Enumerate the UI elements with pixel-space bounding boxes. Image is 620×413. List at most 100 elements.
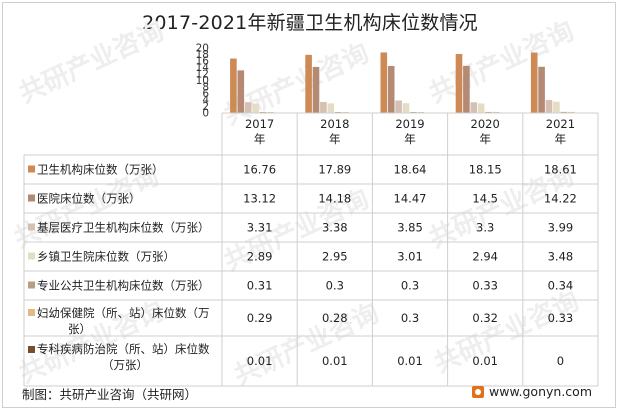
data-label: 2.94 (472, 250, 498, 264)
data-label: 0.33 (472, 279, 498, 293)
data-label: 3.99 (548, 221, 574, 235)
legend-label: 专科疾病防治院（所、站）床位数（万张） (37, 342, 210, 372)
chart-title: 2017-2021年新疆卫生机构床位数情况 (142, 12, 478, 34)
bar (485, 111, 492, 113)
legend-swatch (28, 194, 35, 202)
legend-label: 医院床位数（万张） (37, 192, 141, 206)
data-label: 0.33 (548, 311, 574, 325)
bar (538, 66, 545, 113)
bar (560, 111, 568, 113)
category-label: 2018 年 (320, 117, 349, 146)
data-label: 0.32 (472, 311, 498, 325)
data-label: 0.01 (472, 354, 498, 368)
bar (553, 101, 560, 113)
legend-swatch (28, 309, 35, 316)
bar (380, 52, 388, 113)
figure-border (2, 2, 616, 408)
bar (312, 66, 320, 113)
site-link[interactable]: www.gonyn.com (472, 384, 592, 399)
data-label: 2.89 (247, 250, 273, 264)
bar (387, 65, 395, 113)
y-tick-label: 4 (202, 95, 209, 107)
legend-label: 专业公共卫生机构床位数（万张） (37, 279, 210, 293)
y-tick-label: 10 (196, 75, 209, 87)
bar (463, 65, 470, 113)
data-label: 0.29 (247, 311, 273, 325)
data-label: 18.64 (394, 163, 427, 177)
y-tick-label: 20 (196, 43, 209, 55)
category-label: 2021 年 (546, 117, 575, 146)
bar (567, 111, 575, 113)
footer: 制图：共研产业咨询（共研网） www.gonyn.com (0, 372, 620, 402)
data-label: 16.76 (243, 163, 276, 177)
bar (530, 52, 538, 113)
bar (305, 54, 312, 113)
bar (259, 111, 267, 113)
y-tick-label: 6 (202, 88, 209, 100)
bar (492, 111, 500, 113)
y-tick-label: 2 (202, 101, 209, 113)
legend-swatch (28, 252, 35, 260)
data-label: 0.3 (326, 279, 344, 293)
bar (230, 58, 237, 113)
category-label: 2017 年 (245, 117, 274, 146)
data-label: 14.5 (472, 192, 498, 206)
y-tick-label: 14 (196, 62, 210, 74)
bar (237, 70, 245, 113)
data-label: 14.18 (318, 192, 351, 206)
bar (252, 103, 259, 113)
bar (470, 102, 478, 113)
y-tick-label: 18 (196, 49, 209, 61)
bar (244, 102, 252, 113)
data-label: 0.3 (401, 279, 419, 293)
watermark-text: 共研产业咨询 (14, 15, 168, 109)
data-label: 0.01 (247, 354, 273, 368)
data-label: 3.85 (397, 221, 423, 235)
data-label: 3.48 (548, 250, 574, 264)
data-label: 13.12 (243, 192, 276, 206)
data-label: 0.01 (322, 354, 348, 368)
site-logo-icon (472, 385, 484, 398)
legend-label: 乡镇卫生院床位数（万张） (37, 250, 175, 264)
legend-label: 基层医疗卫生机构床位数（万张） (37, 221, 210, 235)
data-label: 3.3 (476, 221, 494, 235)
watermark-text: 共研产业咨询 (424, 15, 578, 109)
bar (327, 103, 335, 113)
legend-swatch (28, 165, 35, 173)
bar (477, 103, 485, 113)
bar (545, 100, 553, 113)
data-label: 14.22 (544, 192, 577, 206)
data-label: 0 (557, 354, 564, 368)
legend-swatch (28, 223, 35, 231)
site-url: www.gonyn.com (489, 384, 592, 399)
data-label: 0.01 (397, 354, 423, 368)
category-label: 2019 年 (395, 117, 424, 146)
legend-label: 妇幼保健院（所、站）床位数（万张） (37, 306, 210, 336)
legend-swatch (28, 346, 35, 353)
category-label: 2020 年 (471, 117, 500, 146)
data-label: 18.15 (469, 163, 502, 177)
bar (320, 102, 327, 113)
data-label: 3.38 (322, 221, 348, 235)
legend-label: 卫生机构床位数（万张） (37, 163, 164, 177)
bar (455, 54, 463, 113)
data-label: 2.95 (322, 250, 348, 264)
y-tick-label: 12 (196, 69, 209, 81)
data-label: 0.34 (548, 279, 574, 293)
data-label: 3.01 (397, 250, 423, 264)
source-credit: 制图：共研产业咨询（共研网） (22, 387, 198, 402)
data-label: 0.3 (401, 311, 419, 325)
bar (402, 103, 410, 113)
data-label: 0.28 (322, 311, 348, 325)
legend-swatch (28, 281, 35, 289)
data-label: 0.31 (247, 279, 273, 293)
data-label: 3.31 (247, 221, 273, 235)
y-tick-label: 8 (202, 82, 209, 94)
bar (395, 100, 402, 113)
y-tick-label: 0 (202, 108, 209, 120)
data-label: 18.61 (544, 163, 577, 177)
y-tick-label: 16 (196, 56, 210, 68)
data-label: 14.47 (394, 192, 427, 206)
